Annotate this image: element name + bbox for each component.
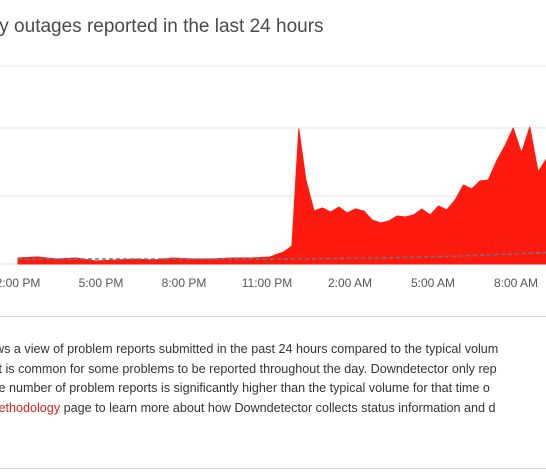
chart-title: ty outages reported in the last 24 hours bbox=[0, 16, 324, 37]
x-tick-label: 5:00 AM bbox=[411, 276, 455, 290]
chart-divider bbox=[0, 316, 546, 317]
description-line-1: ows a view of problem reports submitted … bbox=[0, 342, 499, 356]
x-tick-label: 8:00 AM bbox=[494, 276, 538, 290]
description-line-4: Methodology page to learn more about how… bbox=[0, 399, 546, 419]
description-line-3: the number of problem reports is signifi… bbox=[0, 381, 490, 396]
bottom-divider bbox=[0, 468, 546, 469]
x-tick-label: 2:00 PM bbox=[0, 276, 40, 290]
methodology-link[interactable]: Methodology bbox=[0, 401, 61, 416]
description-line-4-text: page to learn more about how Downdetecto… bbox=[60, 401, 496, 416]
baseline-line bbox=[18, 251, 546, 260]
x-tick-label: 5:00 PM bbox=[79, 276, 124, 290]
description-line-2: . It is common for some problems to be r… bbox=[0, 361, 497, 376]
reports-area bbox=[17, 126, 546, 265]
chart-description: ows a view of problem reports submitted … bbox=[0, 340, 546, 419]
x-tick-label: 11:00 PM bbox=[242, 276, 292, 290]
x-tick-label: 8:00 PM bbox=[162, 276, 207, 290]
outage-chart: 2:00 PM 5:00 PM 8:00 PM 11:00 PM 2:00 AM 5:00… bbox=[0, 65, 546, 290]
x-tick-label: 2:00 AM bbox=[328, 276, 372, 290]
